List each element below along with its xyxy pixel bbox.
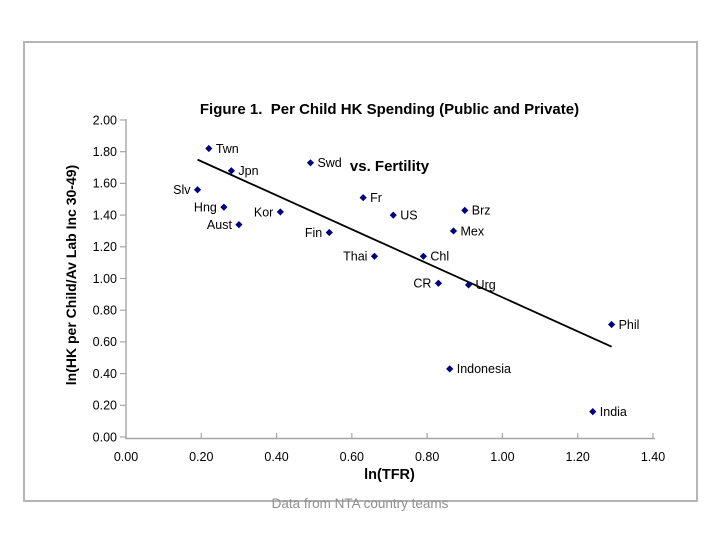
y-tick-label: 0.60 bbox=[93, 335, 117, 349]
x-tick-label: 1.00 bbox=[490, 450, 514, 464]
data-point-label: Phil bbox=[619, 318, 640, 332]
data-point-marker bbox=[446, 365, 454, 373]
y-tick-label: 1.20 bbox=[93, 240, 117, 254]
data-point-label: Swd bbox=[317, 156, 341, 170]
data-point-marker bbox=[276, 208, 284, 216]
y-tick-label: 1.00 bbox=[93, 272, 117, 286]
x-tick-label: 1.40 bbox=[641, 450, 665, 464]
data-point-label: Mex bbox=[460, 224, 484, 238]
x-axis-title: ln(TFR) bbox=[364, 467, 415, 483]
y-tick-label: 0.00 bbox=[93, 430, 117, 444]
data-point-marker bbox=[205, 144, 213, 153]
data-point-marker bbox=[359, 194, 367, 202]
data-point-marker bbox=[449, 227, 458, 235]
data-point-marker bbox=[589, 408, 597, 416]
data-point-label: Aust bbox=[207, 218, 233, 232]
y-tick-label: 1.60 bbox=[93, 177, 117, 191]
y-tick-label: 0.20 bbox=[93, 399, 117, 413]
x-tick-label: 0.00 bbox=[114, 450, 138, 464]
data-point-label: India bbox=[600, 405, 627, 419]
data-point-label: Kor bbox=[254, 205, 273, 219]
data-point-marker bbox=[389, 211, 397, 219]
data-point-marker bbox=[434, 279, 443, 287]
data-point-label: US bbox=[400, 209, 417, 223]
data-point-marker bbox=[461, 206, 469, 214]
chart-title: Figure 1. Per Child HK Spending (Public … bbox=[126, 62, 653, 214]
plot-svg: 0.00 0.20 0.40 0.60 0.80 1.00 1.20 1.40 0.00 0.20… bbox=[93, 113, 666, 464]
data-point-marker bbox=[193, 186, 202, 194]
data-point-marker bbox=[607, 320, 616, 329]
data-point-marker bbox=[235, 221, 243, 229]
y-tick-label: 0.80 bbox=[93, 304, 117, 318]
x-tick-label: 0.60 bbox=[340, 450, 364, 464]
data-point-marker bbox=[220, 203, 228, 211]
data-point-marker bbox=[227, 167, 235, 175]
data-point-label: Fr bbox=[370, 191, 382, 205]
x-tick-label: 0.40 bbox=[264, 450, 288, 464]
data-point-label: Slv bbox=[173, 183, 191, 197]
data-point-marker bbox=[419, 252, 427, 260]
data-point-label: Jpn bbox=[238, 164, 258, 178]
data-point-marker bbox=[306, 159, 315, 167]
data-point-label: Thai bbox=[343, 250, 367, 264]
y-tick-label: 0.40 bbox=[93, 367, 117, 381]
chart-caption: Data from NTA country teams bbox=[271, 496, 449, 511]
x-tick-label: 0.80 bbox=[415, 450, 439, 464]
data-point-label: CR bbox=[413, 277, 431, 291]
data-point-label: Brz bbox=[472, 204, 491, 218]
y-tick-label: 1.80 bbox=[93, 145, 117, 159]
chart-title-line1: Figure 1. Per Child HK Spending (Public … bbox=[199, 101, 580, 118]
data-point-label: Fin bbox=[305, 226, 322, 240]
data-point-marker bbox=[370, 252, 379, 260]
data-point-label: Indonesia bbox=[457, 362, 511, 376]
y-tick-label: 2.00 bbox=[93, 113, 117, 127]
chart-title-line2: vs. Fertility bbox=[349, 158, 430, 175]
y-tick-label: 1.40 bbox=[93, 208, 117, 222]
data-point-marker bbox=[325, 228, 333, 237]
data-point-label: Twn bbox=[216, 142, 239, 156]
data-point-label: Urg bbox=[476, 278, 496, 292]
trend-line bbox=[197, 158, 612, 348]
data-point-label: Chl bbox=[430, 250, 449, 264]
chart-frame bbox=[23, 41, 698, 502]
data-point-label: Hng bbox=[194, 201, 217, 215]
x-tick-label: 1.20 bbox=[566, 450, 590, 464]
x-tick-label: 0.20 bbox=[189, 450, 213, 464]
